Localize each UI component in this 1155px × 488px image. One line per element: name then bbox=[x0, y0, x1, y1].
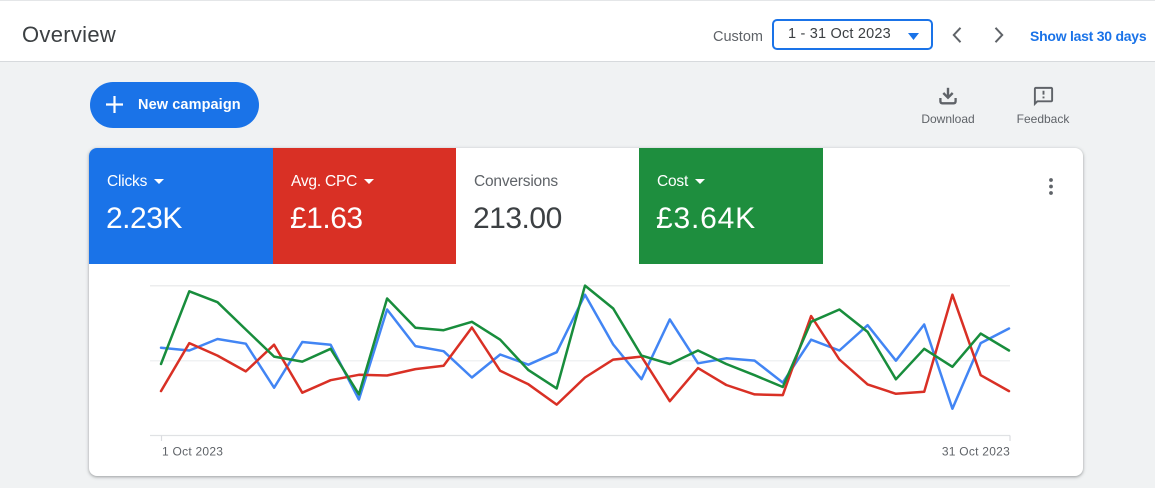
svg-text:1 Oct 2023: 1 Oct 2023 bbox=[162, 445, 223, 459]
svg-text:31 Oct 2023: 31 Oct 2023 bbox=[942, 445, 1010, 459]
